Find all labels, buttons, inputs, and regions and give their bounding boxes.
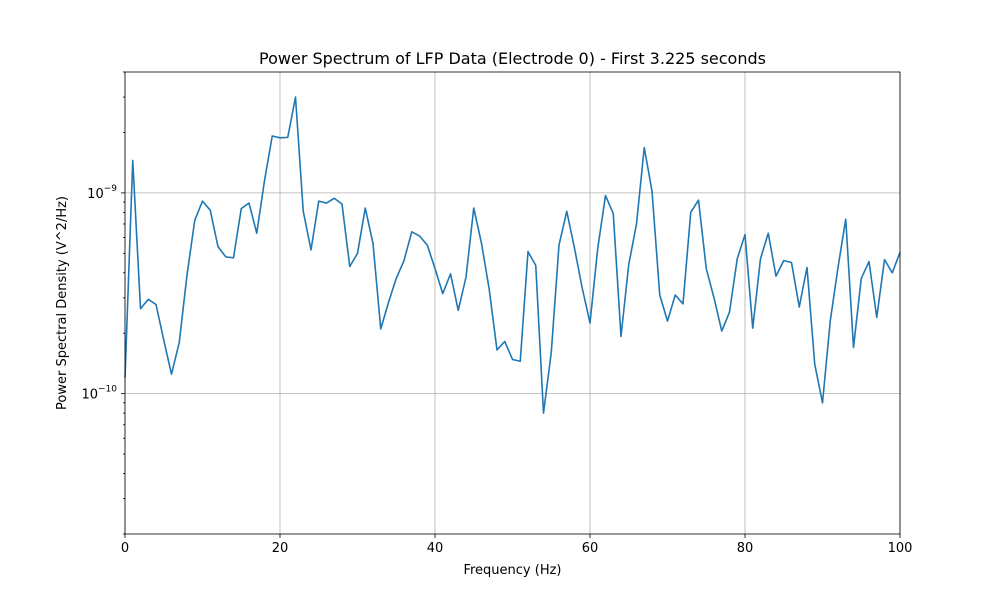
x-tick-label: 40 xyxy=(427,541,444,556)
chart-title: Power Spectrum of LFP Data (Electrode 0)… xyxy=(259,49,766,68)
x-tick-label: 20 xyxy=(272,541,289,556)
axes-frame xyxy=(124,71,901,535)
x-tick-label: 100 xyxy=(888,541,913,556)
x-axis-label: Frequency (Hz) xyxy=(463,563,561,578)
series-layer xyxy=(124,96,901,414)
x-tick-label: 80 xyxy=(737,541,754,556)
psd-series-line xyxy=(124,96,901,414)
y-tick-label: 10−10 xyxy=(81,385,117,403)
y-axis-label: Power Spectral Density (V^2/Hz) xyxy=(55,196,70,410)
axis-ticks: 0 20 40 60 80 100 10−10 10−9 xyxy=(81,71,913,556)
y-tick-label: 10−9 xyxy=(87,184,117,202)
x-tick-label: 0 xyxy=(121,541,129,556)
plot-area xyxy=(125,72,900,534)
x-tick-label: 60 xyxy=(582,541,599,556)
